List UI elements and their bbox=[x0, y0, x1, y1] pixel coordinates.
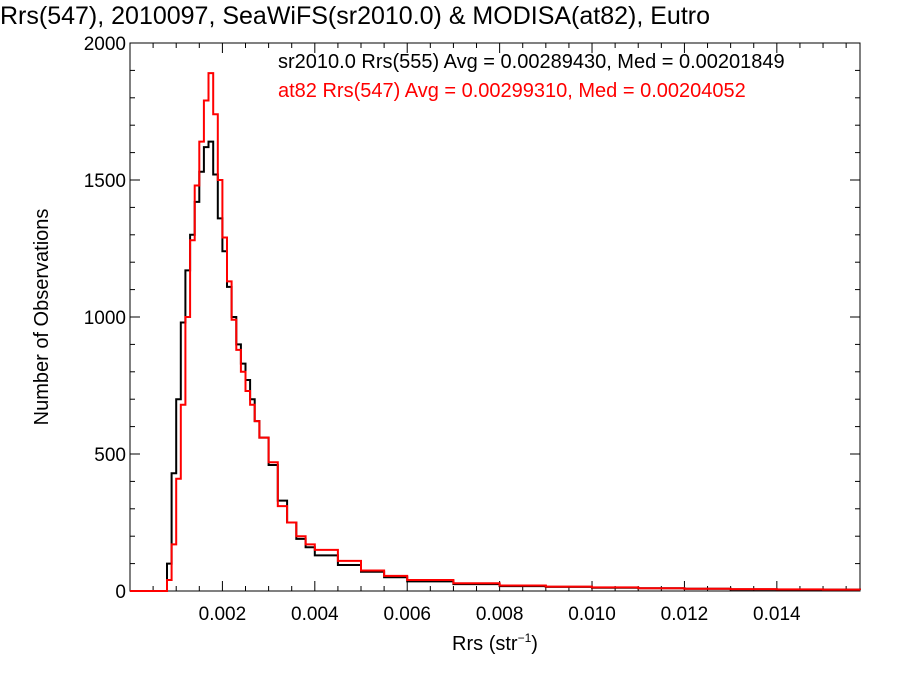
x-tick-label: 0.006 bbox=[383, 604, 431, 625]
y-tick-label: 1500 bbox=[84, 171, 126, 192]
x-tick-label: 0.002 bbox=[199, 604, 247, 625]
series-layer bbox=[130, 72, 861, 592]
x-axis-title: Rrs (str−1) bbox=[452, 631, 538, 655]
series-at82-line bbox=[130, 72, 861, 592]
y-tick-label: 500 bbox=[94, 445, 126, 466]
x-tick-label: 0.014 bbox=[753, 604, 801, 625]
y-axis-title: Number of Observations bbox=[31, 209, 53, 426]
y-tick-label: 2000 bbox=[84, 34, 126, 55]
plot-frame bbox=[129, 42, 861, 592]
x-tick-label: 0.004 bbox=[291, 604, 339, 625]
y-tick-label: 0 bbox=[115, 582, 126, 603]
x-tick-label: 0.008 bbox=[476, 604, 524, 625]
x-tick-label: 0.012 bbox=[661, 604, 709, 625]
legend-entry-sr2010: sr2010.0 Rrs(555) Avg = 0.00289430, Med … bbox=[278, 51, 785, 73]
x-axis: 0.002 0.004 0.006 0.008 0.010 0.012 0.014 bbox=[152, 43, 847, 625]
legend-entry-at82: at82 Rrs(547) Avg = 0.00299310, Med = 0.… bbox=[278, 80, 746, 102]
chart-title: Rrs(547), 2010097, SeaWiFS(sr2010.0) & M… bbox=[0, 2, 711, 30]
y-axis: 0 500 1000 1500 2000 bbox=[84, 34, 860, 603]
x-tick-label: 0.010 bbox=[568, 604, 616, 625]
y-tick-label: 1000 bbox=[84, 308, 126, 329]
series-sr2010-line bbox=[130, 140, 861, 592]
